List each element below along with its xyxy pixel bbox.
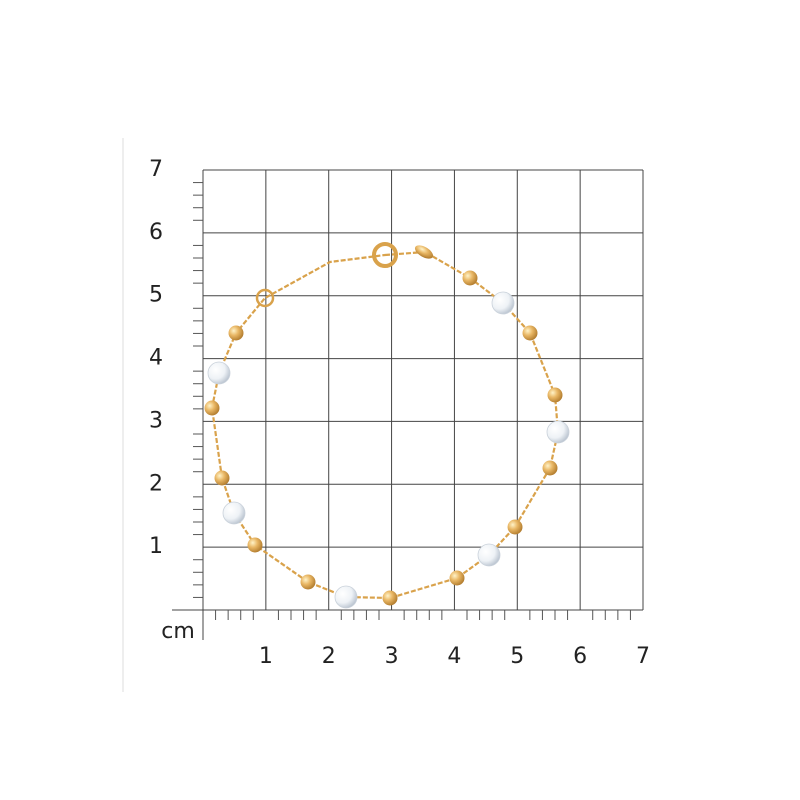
grid: 7 6 5 4 3 2 1 1 2 3 4 5 6 7	[149, 157, 650, 669]
y-scale-label: 6	[149, 220, 163, 245]
pearl	[477, 543, 501, 567]
gold-bead	[449, 570, 465, 586]
gold-bead	[214, 470, 230, 486]
pearl	[546, 420, 570, 444]
bracelet	[204, 242, 570, 609]
y-scale-label: 7	[149, 157, 163, 182]
x-scale-label: 2	[322, 644, 336, 669]
pearl	[491, 291, 515, 315]
gold-bead	[382, 590, 398, 606]
gold-bead	[547, 387, 563, 403]
pearl	[222, 501, 246, 525]
y-scale-label: 3	[149, 408, 163, 433]
unit-label: cm	[161, 619, 195, 644]
x-scale-label: 7	[636, 644, 650, 669]
gold-bead	[228, 325, 244, 341]
y-scale-label: 2	[149, 471, 163, 496]
x-scale-label: 1	[259, 644, 273, 669]
gold-bead	[522, 325, 538, 341]
clasp-ring	[372, 242, 398, 268]
x-scale-label: 6	[573, 644, 587, 669]
x-scale-label: 5	[510, 644, 524, 669]
jump-ring	[255, 288, 275, 308]
pearl	[334, 585, 358, 609]
gold-bead	[462, 270, 478, 286]
x-scale-label: 3	[385, 644, 399, 669]
clasp-tag	[414, 245, 434, 259]
y-scale-label: 1	[149, 534, 163, 559]
pearl	[207, 361, 231, 385]
gold-bead	[204, 400, 220, 416]
gold-bead	[507, 519, 523, 535]
y-scale-label: 5	[149, 283, 163, 308]
gold-bead	[542, 460, 558, 476]
chain	[210, 250, 560, 600]
gold-bead	[300, 574, 316, 590]
x-scale-label: 4	[447, 644, 461, 669]
y-scale-label: 4	[149, 346, 163, 371]
gold-bead	[247, 537, 263, 553]
